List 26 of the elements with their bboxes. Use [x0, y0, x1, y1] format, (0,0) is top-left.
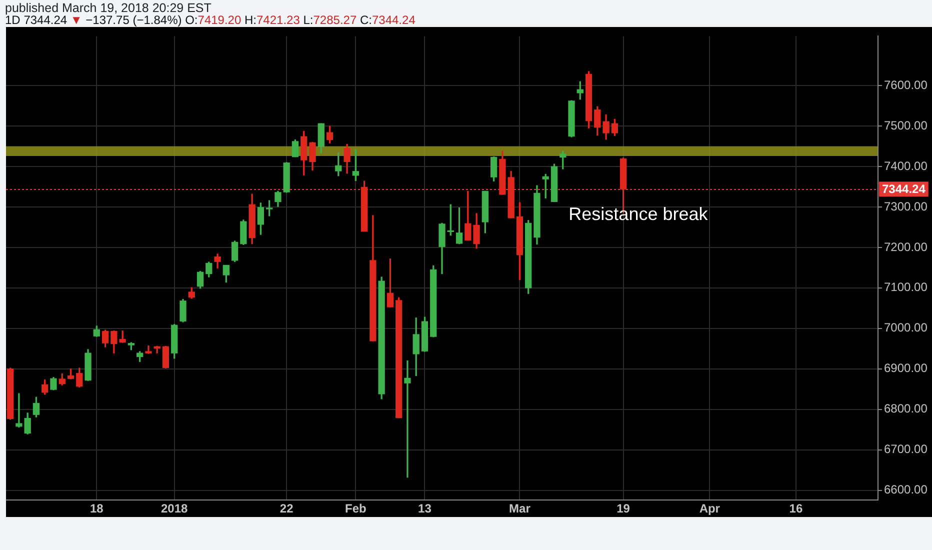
x-tick-label: 22 — [280, 502, 294, 516]
candlestick — [16, 393, 22, 428]
x-tick-label: 19 — [616, 502, 630, 516]
x-tick-label: 2018 — [161, 502, 188, 516]
x-tick-label: Feb — [344, 502, 366, 516]
y-tick-label: 7200.00 — [884, 240, 928, 254]
y-tick-label: 7000.00 — [884, 320, 928, 335]
x-tick-label: Mar — [509, 502, 531, 516]
ref-line-label: 7344.24 — [882, 182, 926, 196]
y-tick-label: 6700.00 — [884, 442, 928, 456]
x-tick-label: 18 — [90, 502, 104, 516]
y-tick-label: 6900.00 — [884, 361, 928, 376]
x-tick-label: 16 — [789, 502, 803, 516]
y-tick-label: 7100.00 — [884, 280, 928, 294]
text: published March 19, 2018 20:29 EST — [5, 1, 212, 15]
x-tick-label: 13 — [418, 502, 432, 516]
chart-title: 1D 7344.24 ▼ −137.75 (−1.84%) O:7419.20 H:7421.23 L:7285.27 C:7344.24 — [5, 13, 416, 27]
candlestick — [404, 360, 411, 478]
x-tick-label: Apr — [699, 502, 720, 516]
y-tick-label: 7300.00 — [884, 199, 928, 214]
y-tick-label: 7600.00 — [884, 78, 928, 92]
y-tick-label: 7400.00 — [884, 158, 928, 173]
annotation: Resistance break — [568, 204, 709, 224]
y-tick-label: 6600.00 — [884, 482, 928, 497]
y-tick-label: 6800.00 — [884, 402, 928, 416]
y-tick-label: 7500.00 — [884, 118, 928, 132]
